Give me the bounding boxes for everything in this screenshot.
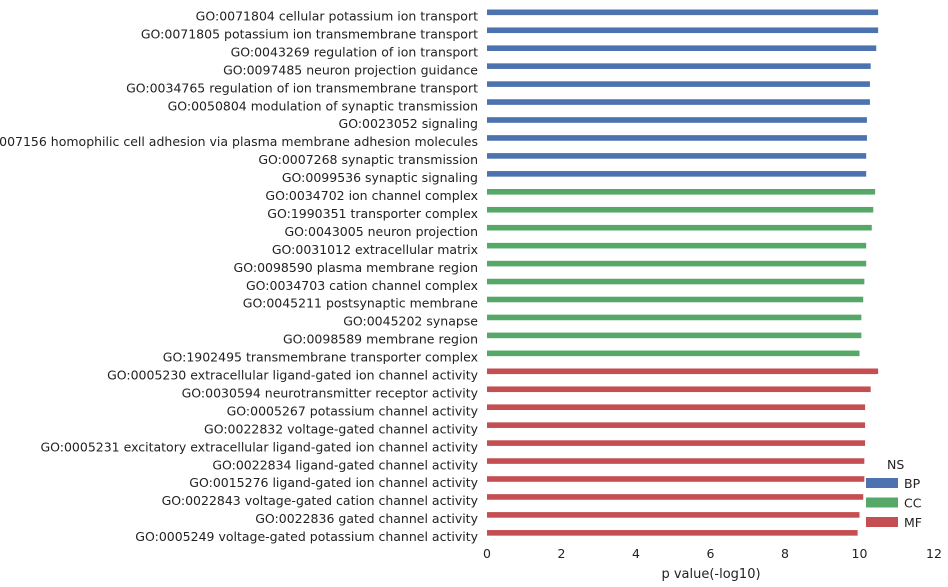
- x-axis-title: p value(-log10): [661, 567, 760, 582]
- category-label: GO:0097485 neuron projection guidance: [223, 62, 478, 77]
- category-label: GO:0005231 excitatory extracellular liga…: [40, 439, 478, 454]
- category-label: GO:0043269 regulation of ion transport: [231, 44, 479, 59]
- bar: [487, 153, 867, 159]
- x-tick-label: 6: [707, 546, 715, 561]
- legend-label: BP: [904, 476, 921, 491]
- category-label: GO:0005267 potassium channel activity: [227, 403, 479, 418]
- x-tick-label: 12: [926, 546, 942, 561]
- category-label: GO:0023052 signaling: [339, 116, 478, 131]
- legend-swatch: [866, 497, 898, 508]
- category-label: GO:1902495 transmembrane transporter com…: [163, 350, 478, 365]
- bar: [487, 296, 864, 303]
- category-label: GO:0022843 voltage-gated cation channel …: [162, 493, 479, 508]
- bar: [487, 422, 866, 428]
- category-labels-group: GO:0071804 cellular potassium ion transp…: [0, 9, 479, 545]
- bar: [487, 117, 867, 123]
- bar: [487, 81, 870, 87]
- x-tick-label: 0: [483, 546, 491, 561]
- category-label: GO:0007268 synaptic transmission: [258, 152, 478, 167]
- bar: [487, 135, 867, 141]
- bar: [487, 27, 879, 34]
- category-label: GO:0005249 voltage-gated potassium chann…: [135, 529, 478, 544]
- bar: [487, 9, 879, 16]
- legend-swatch: [866, 517, 898, 527]
- bar: [487, 314, 862, 321]
- category-label: GO:0034702 ion channel complex: [265, 188, 478, 203]
- bars-group: [487, 9, 879, 536]
- bar: [487, 494, 864, 500]
- bar: [487, 189, 876, 195]
- bar: [487, 206, 874, 213]
- legend-swatch: [866, 478, 898, 488]
- category-label: GO:0031012 extracellular matrix: [272, 242, 478, 257]
- x-tick-labels-group: 0 2 4 6 8 10 12: [483, 546, 942, 561]
- x-tick-label: 4: [632, 546, 640, 561]
- category-label: GO:0045211 postsynaptic membrane: [243, 296, 479, 311]
- bar: [487, 45, 877, 51]
- bar: [487, 368, 879, 375]
- legend-items-group: BP CC MF: [866, 476, 922, 530]
- x-tick-label: 2: [558, 546, 566, 561]
- bar: [487, 171, 867, 177]
- bar: [487, 458, 865, 464]
- category-label: GO:0071805 potassium ion transmembrane t…: [141, 26, 478, 41]
- bar: [487, 350, 860, 357]
- bar: [487, 512, 860, 518]
- category-label: GO:0022836 gated channel activity: [255, 511, 478, 526]
- bar: [487, 242, 867, 249]
- category-label: GO:0050804 modulation of synaptic transm…: [168, 98, 478, 113]
- category-label: GO:1990351 transporter complex: [267, 206, 478, 221]
- bar: [487, 530, 858, 536]
- bar: [487, 278, 865, 285]
- bar: [487, 332, 862, 339]
- category-label: GO:0098590 plasma membrane region: [234, 260, 478, 275]
- x-tick-label: 8: [781, 546, 789, 561]
- bar: [487, 99, 870, 105]
- category-label: GO:0007156 homophilic cell adhesion via …: [0, 134, 478, 149]
- category-label: GO:0034703 cation channel complex: [246, 278, 478, 293]
- category-label: GO:0022834 ligand-gated channel activity: [212, 457, 478, 472]
- legend-title: NS: [887, 457, 904, 472]
- bar: [487, 224, 872, 231]
- category-label: GO:0005230 extracellular ligand-gated io…: [107, 368, 479, 383]
- category-label: GO:0034765 regulation of ion transmembra…: [126, 80, 478, 95]
- category-label: GO:0071804 cellular potassium ion transp…: [196, 9, 478, 24]
- bar: [487, 440, 866, 446]
- category-label: GO:0045202 synapse: [343, 314, 478, 329]
- bar: [487, 386, 871, 393]
- category-label: GO:0043005 neuron projection: [284, 224, 478, 239]
- bar: [487, 260, 867, 267]
- category-label: GO:0099536 synaptic signaling: [282, 170, 478, 185]
- bar: [487, 404, 866, 410]
- category-label: GO:0030594 neurotransmitter receptor act…: [182, 385, 479, 400]
- bar: [487, 476, 865, 482]
- bar: [487, 63, 871, 69]
- legend-label: CC: [904, 496, 922, 511]
- legend-label: MF: [904, 515, 922, 530]
- category-label: GO:0015276 ligand-gated ion channel acti…: [189, 475, 478, 490]
- category-label: GO:0022832 voltage-gated channel activit…: [204, 421, 479, 436]
- x-tick-label: 10: [852, 546, 868, 561]
- category-label: GO:0098589 membrane region: [283, 332, 478, 347]
- legend: NS BP CC MF: [866, 457, 922, 530]
